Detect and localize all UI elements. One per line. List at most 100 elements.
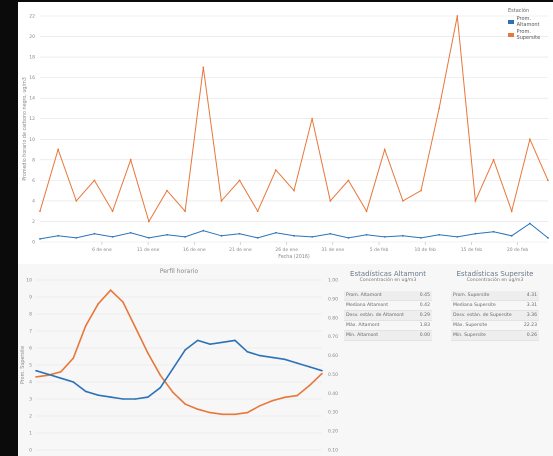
data-point xyxy=(420,189,422,192)
stat-label: Prom. Altamont xyxy=(344,291,416,301)
data-point xyxy=(456,15,459,17)
data-point xyxy=(547,179,549,182)
stat-label: Mediana Altamont xyxy=(344,300,416,311)
y2-tick-label: 0.70 xyxy=(328,334,338,340)
x-tick-label: 15 de feb xyxy=(461,247,483,253)
data-point xyxy=(311,235,314,238)
y-tick-label: 3 xyxy=(29,397,32,403)
legend-title: Estación xyxy=(508,8,530,14)
y-tick-label: 9 xyxy=(29,295,32,301)
dashboard-panel: 0 2 4 6 8 10 12 14 16 18 20 22 6 de ene 11 de ene 16 d… xyxy=(18,2,553,456)
y-tick-label: 2 xyxy=(29,414,32,420)
data-point xyxy=(84,325,87,327)
stats-altamont-subtitle: Concentración en ug/m3 xyxy=(359,278,417,283)
data-point xyxy=(220,234,223,237)
data-point xyxy=(510,234,513,237)
data-point xyxy=(246,350,249,353)
data-point xyxy=(528,138,531,141)
legend-swatch-supersite xyxy=(508,33,514,37)
data-point xyxy=(456,235,459,238)
y2-tick-label: 0.30 xyxy=(328,410,338,416)
data-point xyxy=(238,232,241,235)
data-point xyxy=(93,179,96,182)
x-tick-label: 31 de ene xyxy=(322,247,345,253)
x-tick-label: 5 de feb xyxy=(370,247,389,253)
stats-altamont-panel: Estadísticas Altamont Concentración en u… xyxy=(344,270,432,341)
stat-value: 0.26 xyxy=(520,330,539,341)
legend-item-supersite[interactable]: Prom. Supersite xyxy=(508,29,553,41)
data-point xyxy=(57,234,60,237)
chart-legend[interactable]: Estación Prom. Altamont Prom. Supersite xyxy=(508,8,553,42)
data-point xyxy=(321,372,323,375)
data-point xyxy=(474,232,477,235)
table-row: Mediana Supersite 3.31 xyxy=(451,300,539,311)
legend-item-altamont[interactable]: Prom. Altamont xyxy=(508,16,553,28)
x-tick-label: 16 de ene xyxy=(183,247,206,253)
y-tick-label: 4 xyxy=(32,198,35,204)
data-point xyxy=(271,356,274,359)
data-point xyxy=(75,236,78,239)
data-point xyxy=(35,376,37,378)
y-tick-label: 10 xyxy=(29,137,35,143)
y-tick-label: 5 xyxy=(29,363,32,369)
data-point xyxy=(134,326,137,329)
data-point xyxy=(109,396,112,398)
data-point xyxy=(528,222,531,225)
stat-value: 1.83 xyxy=(415,320,432,331)
x-tick-label: 10 de feb xyxy=(415,247,437,253)
series-line-altamont xyxy=(35,339,323,400)
data-point xyxy=(492,230,495,233)
y-tick-label: 8 xyxy=(29,312,32,318)
data-point xyxy=(547,236,549,239)
table-row: Prom. Supersite 4.31 xyxy=(451,291,539,301)
y2-tick-label: 0.50 xyxy=(328,372,338,378)
y-tick-label: 18 xyxy=(29,55,35,61)
legend-label-altamont: Prom. Altamont xyxy=(516,16,540,28)
stats-altamont-table: Prom. Altamont 0.45 Mediana Altamont 0.42 … xyxy=(344,291,432,341)
legend-label-supersite: Prom. Supersite xyxy=(516,29,541,41)
y-tick-label: 0 xyxy=(29,448,32,454)
y2-tick-label: 0.20 xyxy=(328,429,338,435)
data-point xyxy=(60,377,62,380)
data-point xyxy=(129,158,132,161)
data-point xyxy=(209,411,211,414)
data-point xyxy=(221,341,224,344)
data-point xyxy=(111,210,114,213)
data-point xyxy=(39,210,41,213)
data-point xyxy=(259,354,261,357)
data-point xyxy=(147,396,149,398)
y-tick-label: 2 xyxy=(32,219,35,225)
data-point xyxy=(271,399,274,402)
data-point xyxy=(259,405,261,407)
table-row: Mediana Altamont 0.42 xyxy=(344,300,432,311)
series-line-supersite xyxy=(35,289,323,416)
y2-tick-label: 1.00 xyxy=(328,278,338,284)
legend-swatch-altamont xyxy=(508,20,514,24)
time-series-svg: 0 2 4 6 8 10 12 14 16 18 20 22 6 de ene 11 de ene 16 d… xyxy=(22,14,549,260)
y-tick-label: 0 xyxy=(32,240,35,246)
stat-value: 22.23 xyxy=(520,320,539,331)
table-row: Mín. Supersite 0.26 xyxy=(451,330,539,341)
data-point xyxy=(166,233,168,236)
stat-label: Desv. están. de Altamont xyxy=(344,310,416,321)
stats-supersite-title: Estadísticas Supersite xyxy=(456,270,534,278)
y-tick-label: 16 xyxy=(29,75,35,81)
y2-tick-label: 0.80 xyxy=(328,315,338,321)
data-point xyxy=(383,235,386,238)
stat-label: Mediana Supersite xyxy=(451,300,521,311)
y-tick-label: 4 xyxy=(29,380,32,386)
data-point xyxy=(474,200,477,202)
data-point xyxy=(347,179,350,182)
data-point xyxy=(75,200,78,202)
stats-supersite-table: Prom. Supersite 4.31 Mediana Supersite 3.3… xyxy=(451,291,539,341)
data-point xyxy=(308,366,311,368)
data-point xyxy=(196,408,199,410)
data-point xyxy=(311,117,314,120)
data-point xyxy=(196,339,199,342)
data-point xyxy=(147,236,150,239)
data-point xyxy=(238,179,241,182)
data-point xyxy=(308,384,311,387)
table-row: Mín. Altamont 0.00 xyxy=(344,330,432,341)
x-tick-label: 21 de ene xyxy=(229,247,252,253)
